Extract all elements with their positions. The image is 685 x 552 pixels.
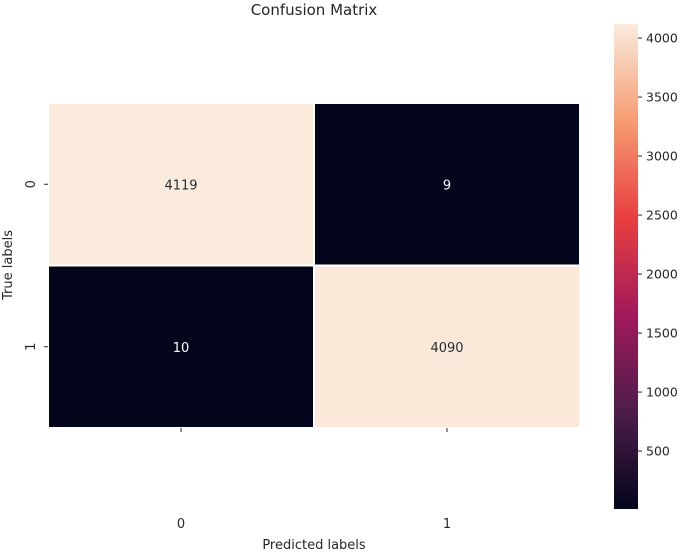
cell-value-label: 4090 [430, 341, 463, 356]
cell-value-label: 4119 [164, 178, 197, 193]
heatmap-cell [313, 102, 581, 267]
y-tick-label: 0 [24, 180, 39, 188]
colorbar-tick-label: 2000 [646, 267, 678, 282]
heatmap-cell [47, 264, 315, 429]
x-tick-label: 1 [443, 517, 451, 532]
y-tick-label: 1 [24, 343, 39, 351]
colorbar-tick-label: 2500 [646, 208, 678, 223]
y-axis: 01 [24, 180, 48, 351]
cell-value-label: 10 [173, 341, 190, 356]
colorbar-tick-label: 3500 [646, 90, 678, 105]
colorbar-axis: 500 1000 1500 2000 2500 3000 3500 4000 [638, 31, 678, 459]
y-axis-label: True labels [1, 230, 16, 301]
x-tick-label: 0 [177, 517, 185, 532]
colorbar-tick-label: 3000 [646, 149, 678, 164]
heatmap-cells [47, 102, 581, 429]
heatmap-cell [313, 264, 581, 429]
x-axis-label: Predicted labels [262, 538, 366, 552]
heatmap-cell-labels: 4119 9 10 4090 [164, 178, 464, 356]
colorbar-tick-label: 500 [646, 444, 670, 459]
heatmap-cell [47, 102, 315, 267]
colorbar [614, 24, 638, 509]
chart-title: Confusion Matrix [251, 1, 378, 19]
colorbar-tick-label: 4000 [646, 31, 678, 46]
colorbar-tick-label: 1500 [646, 326, 678, 341]
cell-value-label: 9 [443, 178, 451, 193]
colorbar-tick-label: 1000 [646, 385, 678, 400]
